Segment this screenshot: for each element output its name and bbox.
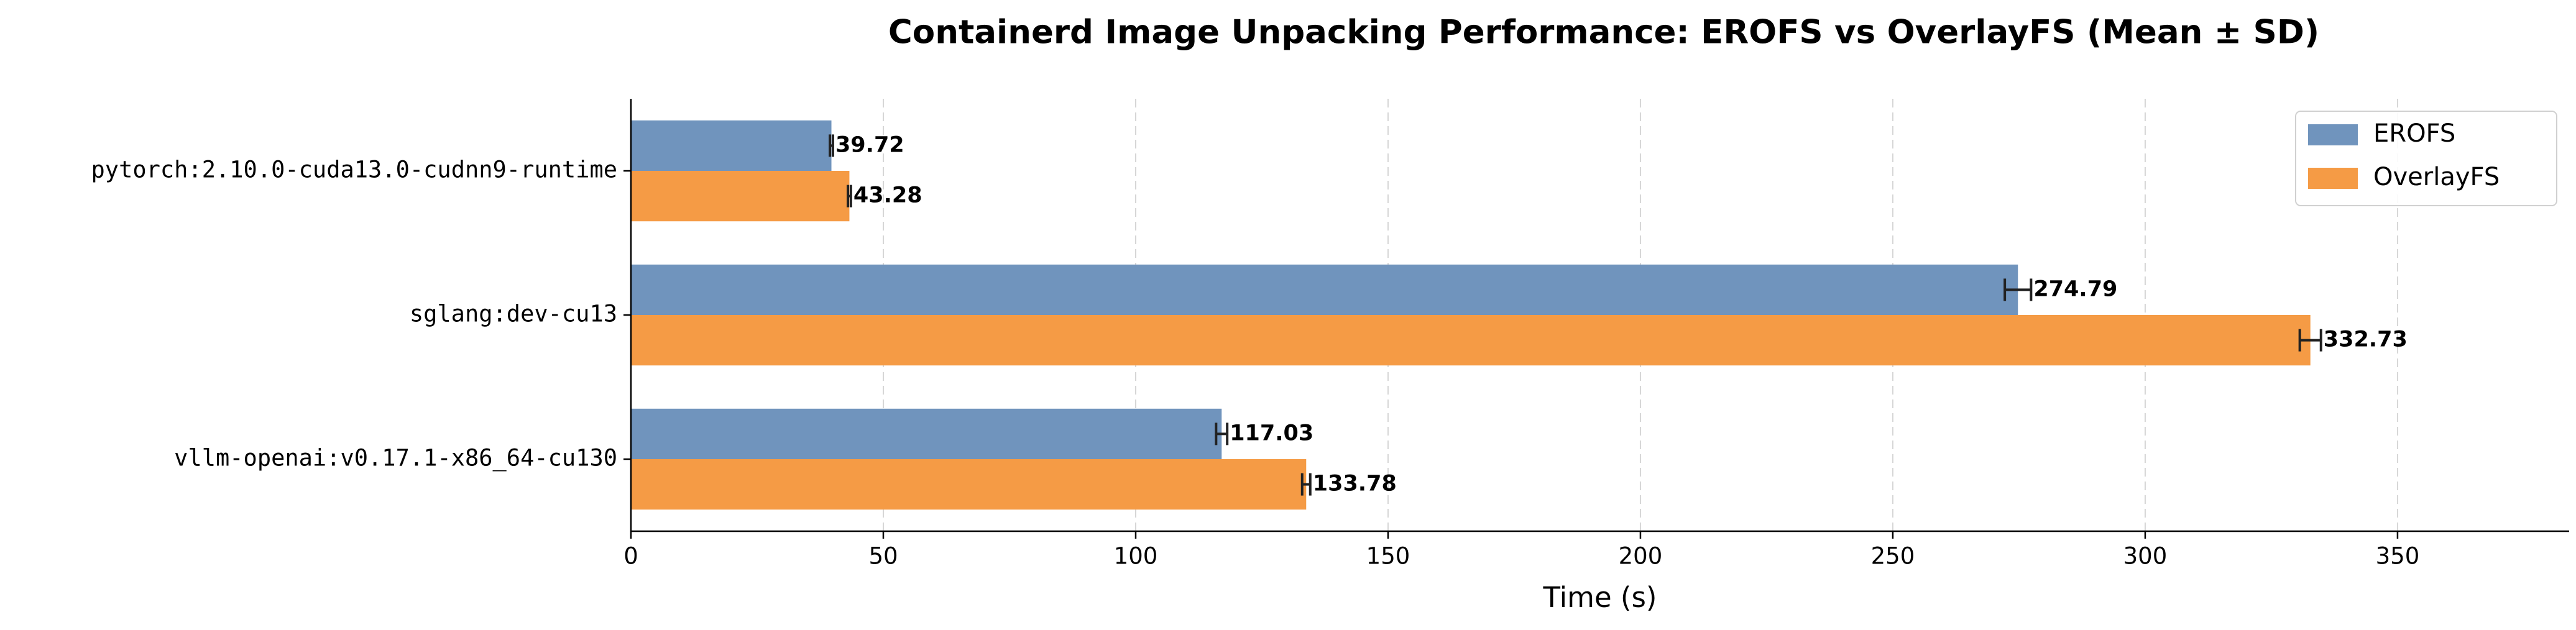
bar	[631, 120, 832, 171]
bar	[631, 171, 850, 222]
legend-swatch	[2308, 124, 2358, 145]
data-label: 117.03	[1230, 421, 1313, 445]
bar	[631, 408, 1222, 459]
legend-swatch	[2308, 168, 2358, 189]
x-axis-label: Time (s)	[1543, 581, 1657, 614]
x-tick-label: 250	[1871, 543, 1915, 570]
x-tick-label: 150	[1366, 543, 1410, 570]
data-label: 39.72	[835, 132, 904, 157]
error-bar	[2298, 329, 2322, 352]
x-tick-label: 350	[2376, 543, 2420, 570]
legend: EROFS OverlayFS	[2295, 111, 2557, 206]
data-label: 43.28	[853, 183, 922, 208]
legend-label: OverlayFS	[2373, 163, 2500, 191]
bar	[631, 264, 2018, 315]
x-tick-label: 100	[1114, 543, 1158, 570]
error-bar	[846, 185, 852, 208]
error-bar	[1300, 473, 1312, 496]
error-bar	[1215, 422, 1229, 445]
bar	[631, 459, 1307, 510]
y-tick-label: sglang:dev-cu13	[410, 301, 617, 327]
chart-title: Containerd Image Unpacking Performance: …	[888, 14, 2319, 52]
x-tick-label: 50	[868, 543, 898, 570]
error-bar	[2003, 278, 2033, 301]
y-tick-label: vllm-openai:v0.17.1-x86_64-cu130	[174, 445, 617, 472]
x-tick-label: 0	[623, 543, 638, 570]
x-tick-label: 200	[1619, 543, 1663, 570]
error-bar	[829, 134, 834, 157]
bar	[631, 315, 2311, 366]
data-label: 133.78	[1313, 472, 1397, 496]
data-label: 274.79	[2033, 276, 2117, 301]
legend-label: EROFS	[2373, 119, 2455, 148]
legend-box	[2295, 111, 2557, 206]
x-tick-label: 300	[2123, 543, 2168, 570]
data-label: 332.73	[2324, 327, 2408, 352]
y-tick-label: pytorch:2.10.0-cuda13.0-cudnn9-runtime	[91, 157, 617, 183]
